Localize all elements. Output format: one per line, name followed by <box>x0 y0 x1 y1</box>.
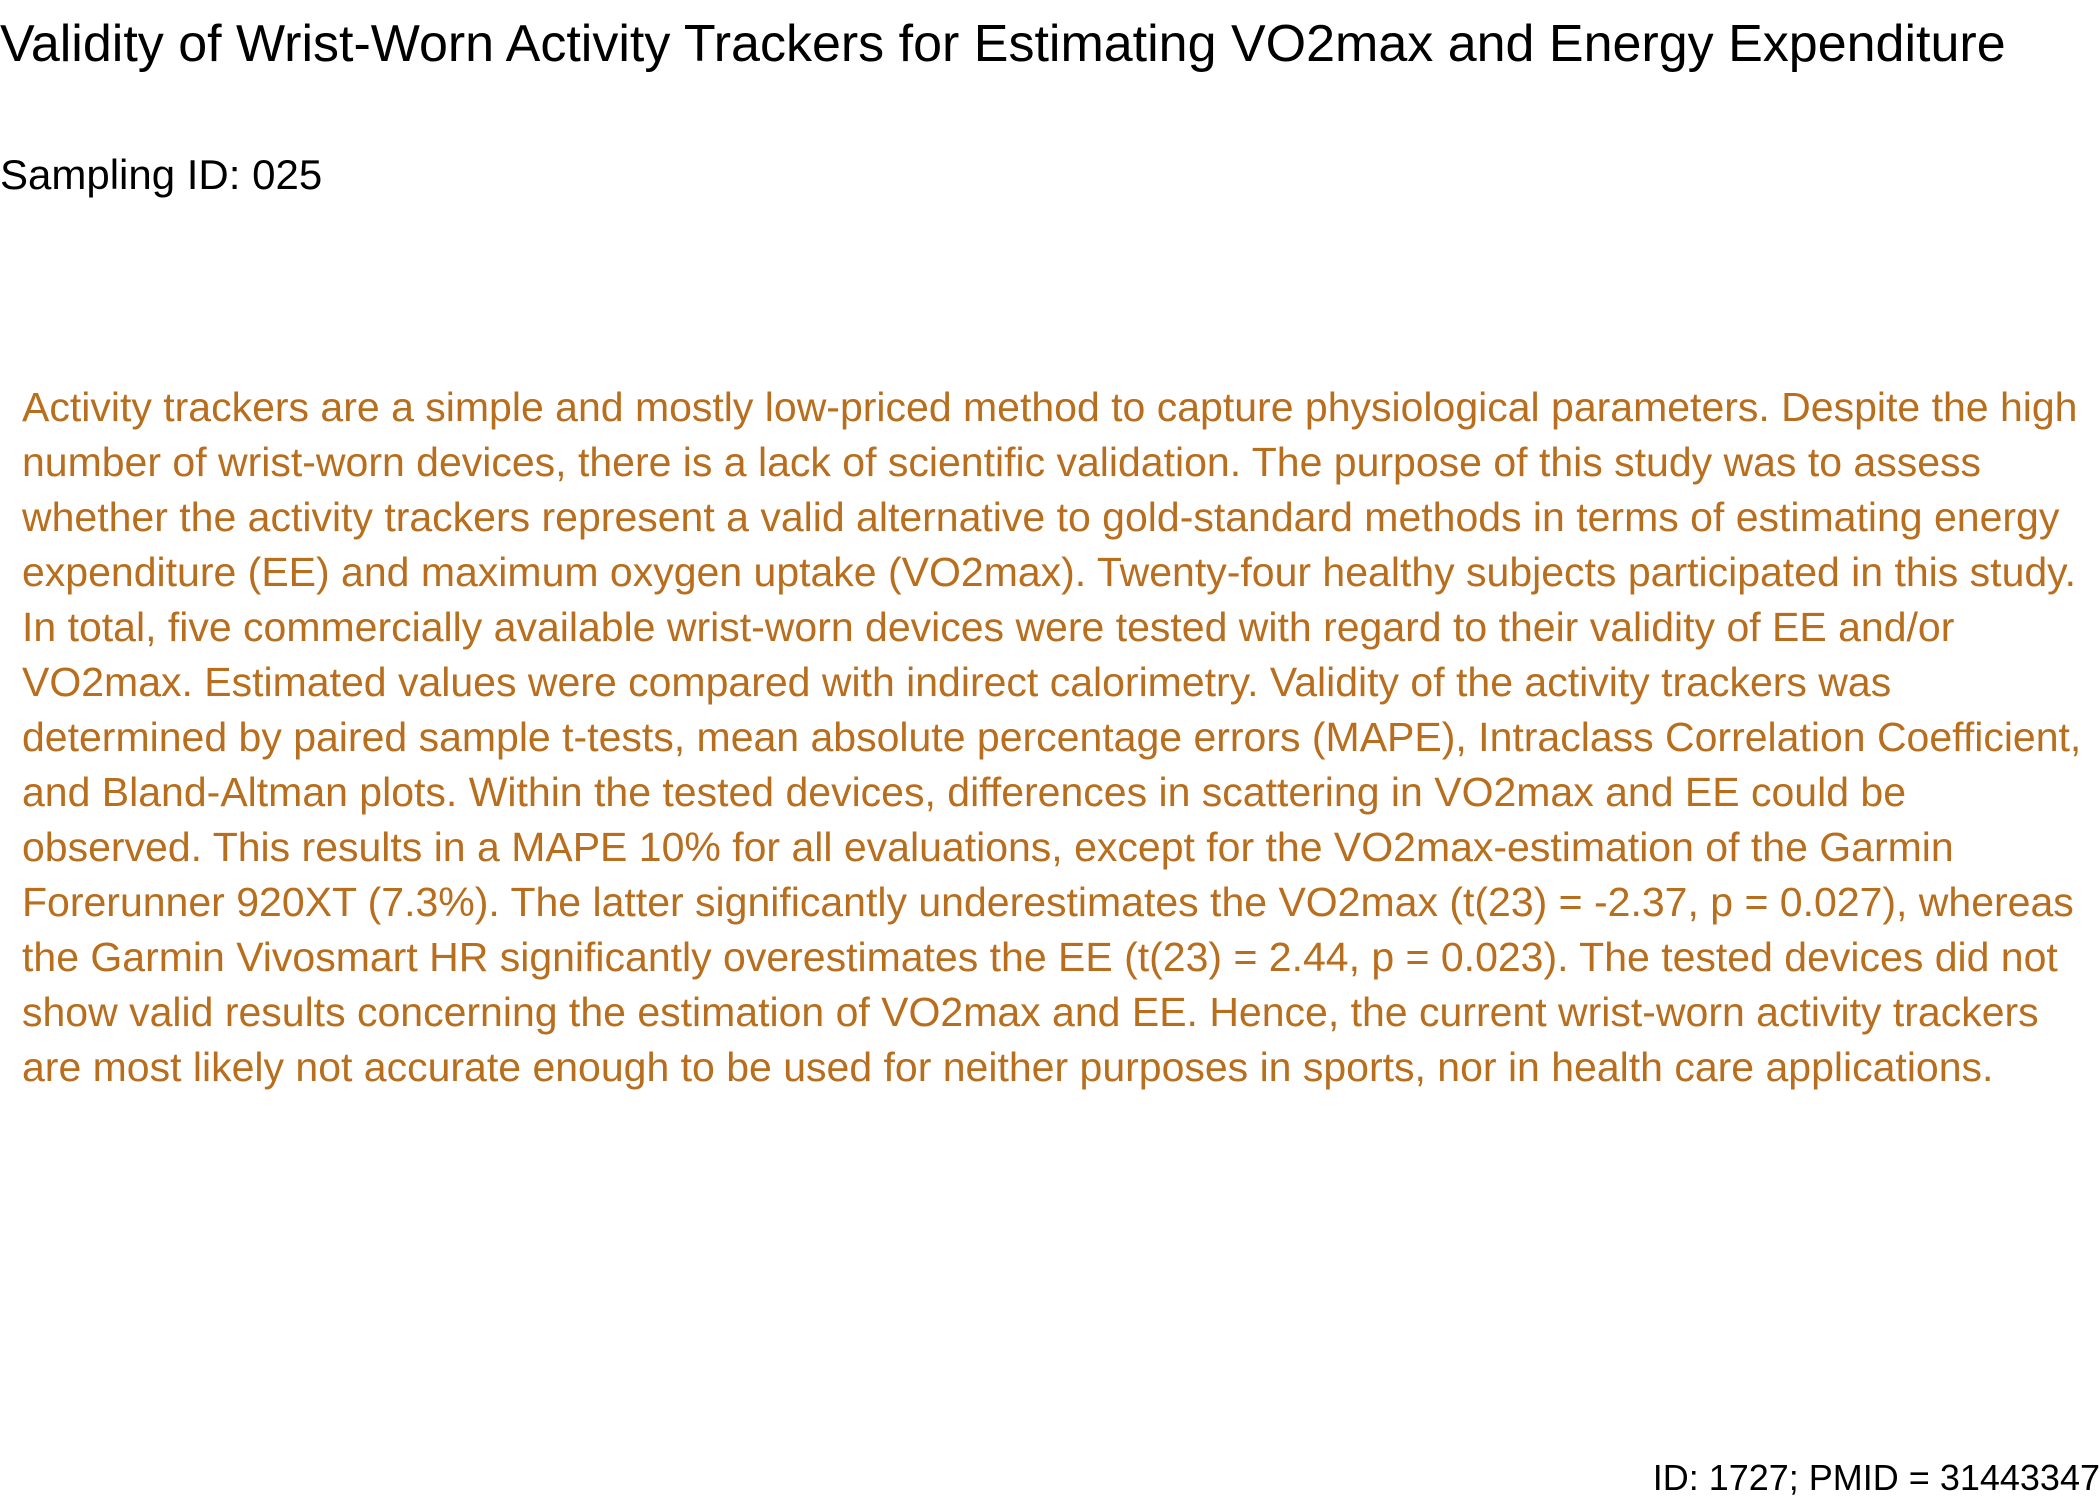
document-title: Validity of Wrist-Worn Activity Trackers… <box>0 15 2006 73</box>
footer-id: ID: 1727; PMID = 31443347 <box>1652 1457 2100 1498</box>
abstract-text: Activity trackers are a simple and mostl… <box>22 384 2082 1090</box>
sampling-id: Sampling ID: 025 <box>0 151 323 198</box>
